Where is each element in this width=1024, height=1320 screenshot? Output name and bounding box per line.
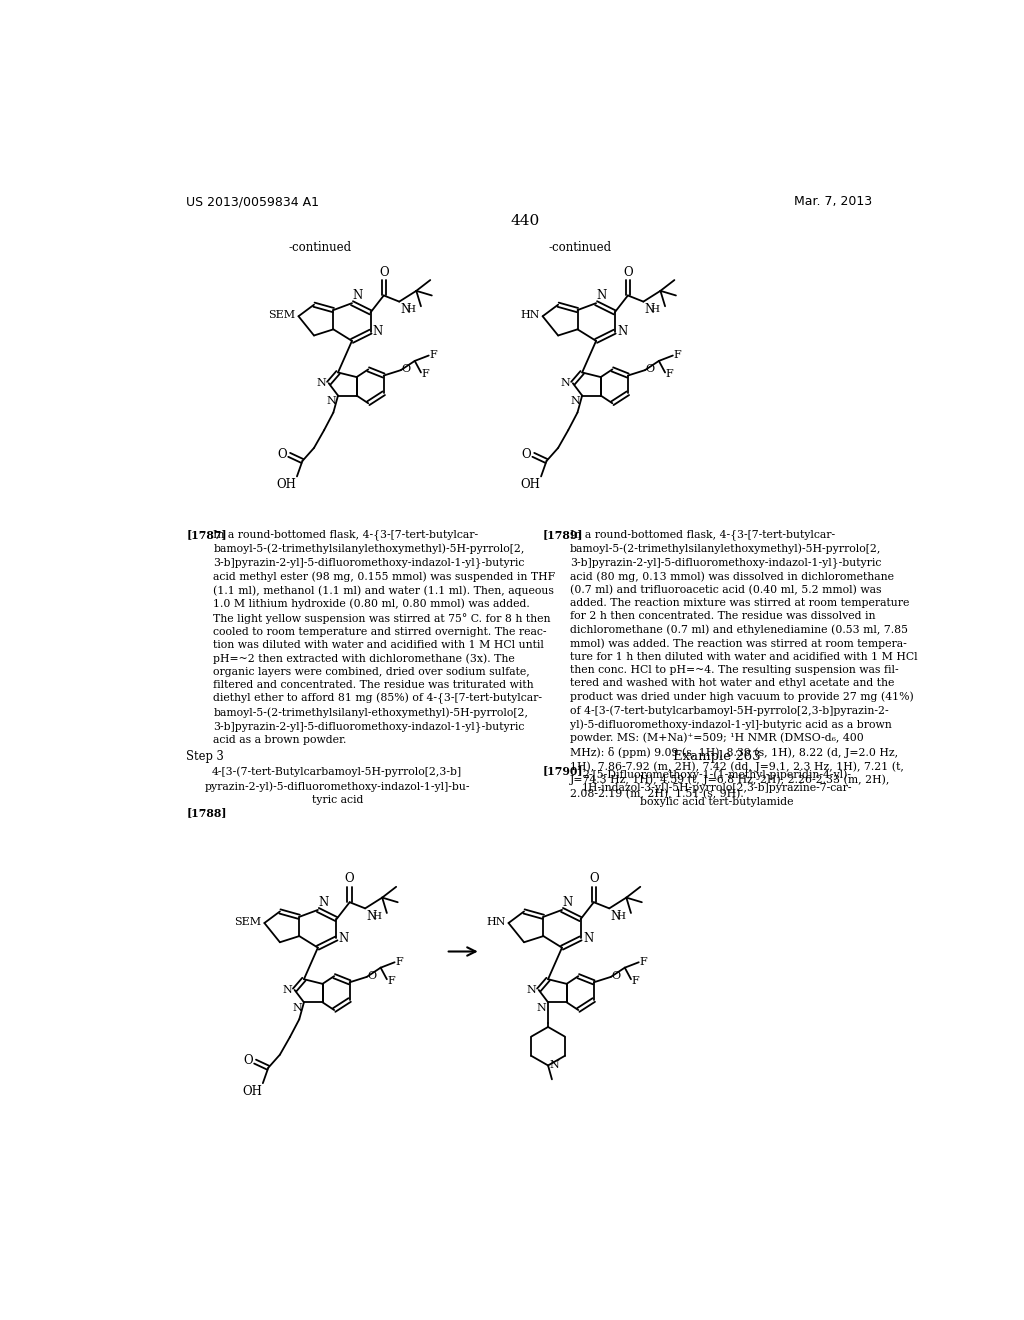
Text: Step 3: Step 3: [186, 750, 224, 763]
Text: O: O: [646, 364, 654, 375]
Text: N: N: [550, 1060, 559, 1071]
Text: Example 263: Example 263: [673, 750, 761, 763]
Text: N: N: [327, 396, 337, 407]
Text: N: N: [283, 985, 292, 995]
Text: N: N: [570, 396, 581, 407]
Text: N: N: [373, 325, 383, 338]
Text: [1787]: [1787]: [186, 529, 226, 541]
Text: N: N: [610, 909, 621, 923]
Text: O: O: [345, 873, 354, 886]
Text: N: N: [339, 932, 349, 945]
Text: N: N: [644, 304, 654, 317]
Text: HN: HN: [486, 917, 506, 927]
Text: O: O: [521, 447, 531, 461]
Text: N: N: [597, 289, 607, 302]
Text: F: F: [666, 370, 674, 379]
Text: F: F: [429, 350, 437, 360]
Text: -continued: -continued: [549, 240, 612, 253]
Text: H: H: [372, 912, 381, 921]
Text: O: O: [401, 364, 411, 375]
Text: 4-[3-(7-tert-Butylcarbamoyl-5H-pyrrolo[2,3-b]
pyrazin-2-yl)-5-difluoromethoxy-in: 4-[3-(7-tert-Butylcarbamoyl-5H-pyrrolo[2…: [205, 767, 470, 805]
Text: N: N: [316, 379, 327, 388]
Text: O: O: [243, 1055, 253, 1068]
Text: N: N: [563, 896, 573, 909]
Text: N: N: [561, 379, 570, 388]
Text: In a round-bottomed flask, 4-{3-[7-tert-butylcar-
bamoyl-5-(2-trimethylsilanylet: In a round-bottomed flask, 4-{3-[7-tert-…: [213, 529, 555, 744]
Text: [1788]: [1788]: [186, 807, 226, 817]
Text: H: H: [616, 912, 626, 921]
Text: O: O: [278, 447, 287, 461]
Text: F: F: [674, 350, 681, 360]
Text: F: F: [640, 957, 647, 966]
Text: O: O: [611, 972, 621, 981]
Text: N: N: [617, 325, 628, 338]
Text: F: F: [395, 957, 403, 966]
Text: F: F: [422, 370, 429, 379]
Text: OH: OH: [276, 478, 296, 491]
Text: 2-[5-Difluoromethoxy-1-(1-methyl-piperidin-4-yl)-
1H-indazol-3-yl]-5H-pyrrolo[2,: 2-[5-Difluoromethoxy-1-(1-methyl-piperid…: [582, 770, 852, 807]
Text: N: N: [537, 1003, 547, 1012]
Text: N: N: [366, 909, 376, 923]
Text: -continued: -continued: [289, 240, 351, 253]
Text: N: N: [583, 932, 593, 945]
Text: In a round-bottomed flask, 4-{3-[7-tert-butylcar-
bamoyl-5-(2-trimethylsilanylet: In a round-bottomed flask, 4-{3-[7-tert-…: [569, 529, 918, 799]
Text: N: N: [293, 1003, 302, 1012]
Text: Mar. 7, 2013: Mar. 7, 2013: [794, 195, 872, 209]
Text: N: N: [400, 304, 411, 317]
Text: N: N: [352, 289, 362, 302]
Text: [1789]: [1789]: [543, 529, 583, 541]
Text: OH: OH: [243, 1085, 262, 1098]
Text: O: O: [623, 265, 633, 279]
Text: [1790]: [1790]: [543, 766, 583, 776]
Text: SEM: SEM: [268, 310, 295, 321]
Text: F: F: [632, 975, 640, 986]
Text: HN: HN: [520, 310, 540, 321]
Text: F: F: [388, 975, 395, 986]
Text: US 2013/0059834 A1: US 2013/0059834 A1: [186, 195, 319, 209]
Text: O: O: [379, 265, 388, 279]
Text: H: H: [650, 305, 659, 314]
Text: SEM: SEM: [234, 917, 261, 927]
Text: H: H: [407, 305, 415, 314]
Text: N: N: [526, 985, 537, 995]
Text: O: O: [589, 873, 599, 886]
Text: N: N: [318, 896, 329, 909]
Text: O: O: [368, 972, 377, 981]
Text: 440: 440: [510, 214, 540, 228]
Text: OH: OH: [520, 478, 541, 491]
